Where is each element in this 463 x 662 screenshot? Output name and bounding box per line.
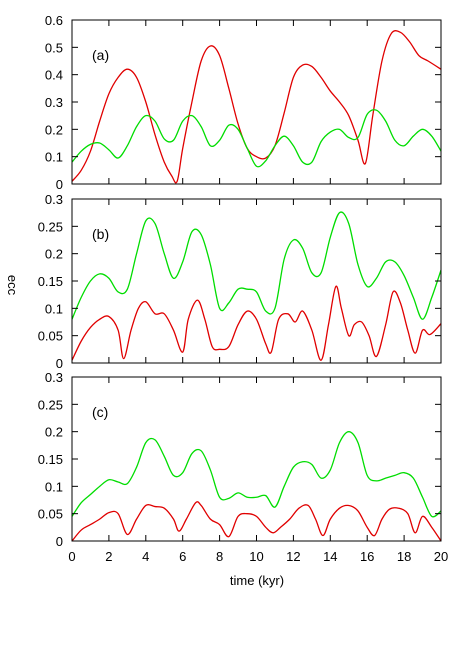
y-axis-label: ecc xyxy=(5,275,20,296)
y-tick-label: 0 xyxy=(56,356,63,371)
y-tick-label: 0.2 xyxy=(45,425,63,440)
y-tick-label: 0.5 xyxy=(45,40,63,55)
x-tick-label: 14 xyxy=(323,549,337,564)
x-tick-label: 12 xyxy=(286,549,300,564)
y-tick-label: 0.05 xyxy=(38,329,63,344)
panel-2: 0 0.05 0.1 0.15 0.2 0.25 0.3 (b) xyxy=(38,192,442,371)
plot-frame xyxy=(71,198,442,364)
y-tick-label: 0.2 xyxy=(45,122,63,137)
y-tick-label: 0.4 xyxy=(45,68,63,83)
x-axis-label: time (kyr) xyxy=(230,573,284,588)
series-line-red xyxy=(72,501,441,541)
series-line-green xyxy=(72,431,441,518)
panel-3: 0 0.05 0.1 0.15 0.2 0.25 0.3 0 2 4 6 8 10 12 14 16 18 20 (… xyxy=(38,370,449,564)
x-tick-label: 0 xyxy=(68,549,75,564)
y-tick-label: 0.05 xyxy=(38,507,63,522)
x-tick-label: 20 xyxy=(434,549,448,564)
plot-frame xyxy=(71,19,442,185)
series-line-red xyxy=(72,285,441,361)
y-tick-label: 0 xyxy=(56,177,63,192)
x-tick-label: 8 xyxy=(216,549,223,564)
y-tick-label: 0.1 xyxy=(45,150,63,165)
panel-label: (c) xyxy=(92,404,108,420)
y-tick-label: 0.3 xyxy=(45,95,63,110)
x-tick-label: 18 xyxy=(397,549,411,564)
series-line-green xyxy=(72,211,441,320)
panel-label: (a) xyxy=(92,47,109,63)
panel-1: 0 0.1 0.2 0.3 0.4 0.5 0.6 (a) xyxy=(45,13,442,192)
y-tick-label: 0.25 xyxy=(38,397,63,412)
y-tick-label: 0.3 xyxy=(45,192,63,207)
y-tick-label: 0.3 xyxy=(45,370,63,385)
x-tick-label: 4 xyxy=(142,549,149,564)
y-tick-label: 0.15 xyxy=(38,274,63,289)
series-line-green xyxy=(72,109,441,168)
x-tick-label: 16 xyxy=(360,549,374,564)
y-tick-label: 0.1 xyxy=(45,301,63,316)
x-tick-label: 6 xyxy=(179,549,186,564)
y-tick-label: 0.15 xyxy=(38,452,63,467)
series-line-red xyxy=(72,30,441,184)
y-tick-label: 0.6 xyxy=(45,13,63,28)
panel-label: (b) xyxy=(92,226,109,242)
x-tick-label: 10 xyxy=(249,549,263,564)
x-tick-label: 2 xyxy=(105,549,112,564)
y-tick-label: 0.25 xyxy=(38,219,63,234)
y-tick-label: 0.1 xyxy=(45,479,63,494)
y-tick-label: 0.2 xyxy=(45,247,63,262)
y-tick-label: 0 xyxy=(56,534,63,549)
